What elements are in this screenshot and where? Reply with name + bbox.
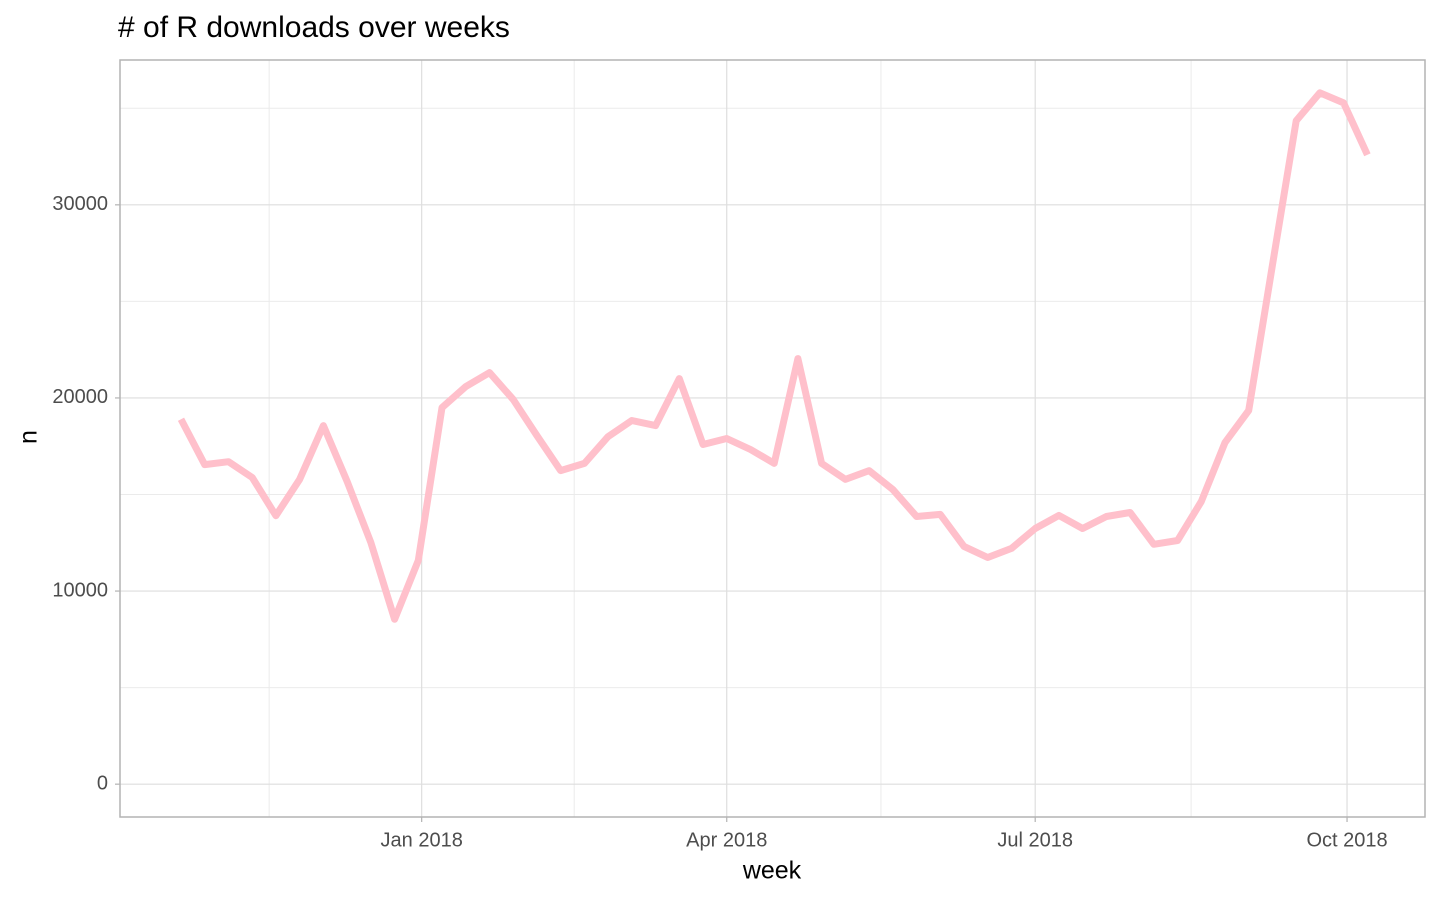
x-tick-label: Apr 2018 <box>686 829 767 851</box>
x-tick-label: Oct 2018 <box>1306 829 1387 851</box>
x-tick-label: Jan 2018 <box>381 829 463 851</box>
y-tick-label: 20000 <box>52 386 108 408</box>
y-tick-label: 30000 <box>52 193 108 215</box>
x-axis-title: week <box>742 857 802 885</box>
chart-title: # of R downloads over weeks <box>118 11 510 44</box>
panel-border <box>119 59 1426 818</box>
x-tick-label: Jul 2018 <box>997 829 1073 851</box>
y-tick-label: 10000 <box>52 579 108 601</box>
y-tick-label: 0 <box>97 772 108 794</box>
line-series <box>177 89 1371 623</box>
y-axis-title: n <box>15 430 43 444</box>
